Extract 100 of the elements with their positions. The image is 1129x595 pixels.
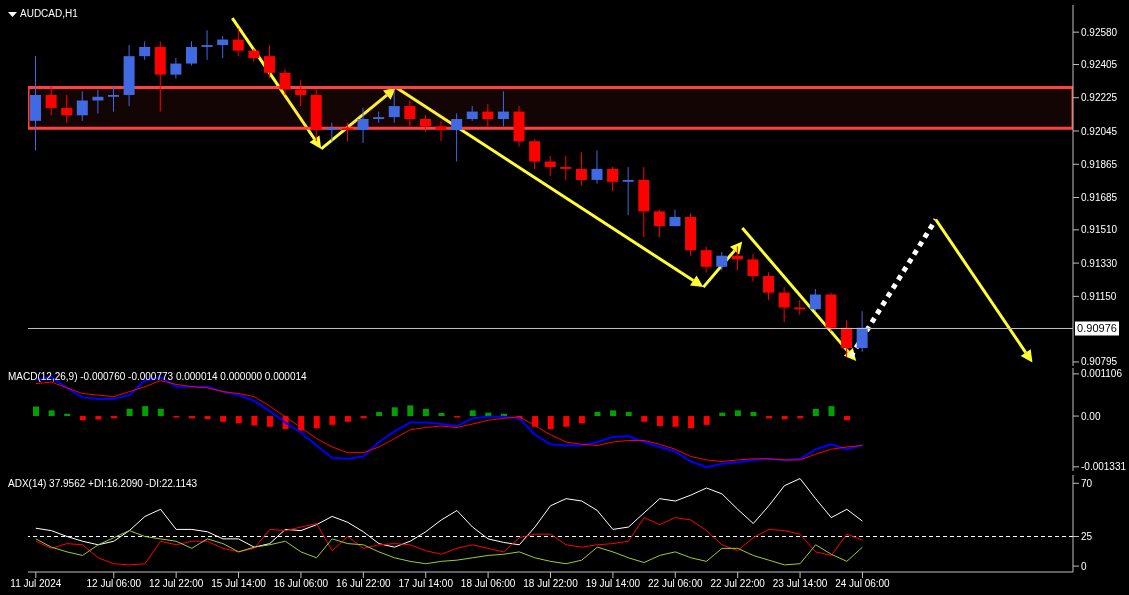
candlestick	[747, 253, 759, 283]
candlestick	[404, 100, 416, 127]
bar	[688, 416, 695, 429]
x-tick-label: 23 Jul 14:00	[772, 578, 828, 590]
chart-title: AUDCAD,H1	[20, 8, 78, 19]
bar	[469, 410, 476, 417]
candlestick	[170, 57, 182, 79]
x-tick-label: 16 Jul 06:00	[273, 578, 329, 590]
bar	[329, 416, 336, 425]
candlestick	[201, 29, 213, 61]
bar	[95, 416, 102, 420]
bar	[251, 416, 258, 426]
candlestick	[76, 90, 88, 122]
y-tick-label: 25	[1081, 531, 1093, 543]
y-tick-label: 0.91330	[1081, 257, 1118, 269]
bar	[641, 416, 648, 422]
bar	[298, 416, 305, 431]
bar	[532, 416, 539, 427]
candlestick	[544, 155, 556, 177]
candlestick	[263, 44, 275, 79]
y-tick-label: 0.92405	[1081, 59, 1118, 71]
line-series	[35, 517, 863, 566]
candlestick	[435, 120, 447, 142]
candlestick	[357, 107, 369, 144]
bar	[625, 411, 632, 417]
bar	[391, 407, 398, 417]
y-tick-label: 0.91150	[1081, 290, 1117, 302]
candlestick	[575, 151, 587, 186]
bar	[578, 416, 585, 424]
y-tick-label: 0	[1081, 560, 1087, 572]
candlestick	[185, 40, 197, 66]
candlestick	[560, 155, 572, 181]
candlestick	[809, 288, 821, 312]
candlestick	[295, 79, 307, 107]
candlestick	[482, 103, 494, 127]
x-tick-label: 19 Jul 14:00	[585, 578, 641, 590]
x-tick-label: 16 Jul 22:00	[336, 578, 392, 590]
candlestick	[607, 166, 619, 192]
candlestick	[700, 245, 712, 273]
bar	[547, 416, 554, 430]
candlestick	[92, 88, 104, 114]
bar	[235, 416, 242, 424]
x-tick-label: 22 Jul 06:00	[648, 578, 703, 590]
bar	[812, 408, 819, 417]
bar	[33, 406, 39, 417]
bar	[344, 416, 351, 422]
candlestick	[388, 88, 400, 124]
candlestick	[778, 286, 790, 323]
candlestick	[451, 112, 463, 162]
bar	[438, 413, 445, 417]
y-tick-label: 0.92225	[1081, 92, 1118, 104]
y-tick-label: 0.00	[1081, 410, 1101, 422]
candlestick	[591, 149, 603, 185]
chart-title: ADX(14) 37.9562 +DI:16.2090 -DI:22.1143	[8, 478, 198, 489]
bar	[594, 411, 601, 417]
bar	[610, 410, 617, 417]
x-tick-label: 18 Jul 06:00	[460, 578, 516, 590]
x-tick-label: 15 Jul 14:00	[211, 578, 267, 590]
bar	[828, 406, 835, 417]
bar	[204, 416, 211, 420]
candlestick	[841, 319, 853, 358]
bar	[750, 411, 757, 417]
bar	[79, 416, 86, 421]
candlestick	[45, 85, 57, 116]
y-tick-label: 0.91685	[1081, 192, 1118, 204]
candlestick	[529, 138, 541, 170]
y-tick-label: 0.92580	[1081, 26, 1118, 38]
candlestick	[107, 85, 119, 113]
candlestick	[716, 251, 728, 271]
bar	[157, 408, 164, 417]
candlestick	[232, 27, 244, 57]
bar	[734, 410, 741, 417]
bar	[781, 416, 788, 420]
x-tick-label: 17 Jul 14:00	[398, 578, 454, 590]
y-tick-label: -0.001331	[1081, 461, 1127, 473]
candlestick	[497, 90, 509, 127]
y-tick-label: 0.92045	[1081, 125, 1118, 137]
x-tick-label: 12 Jul 06:00	[86, 578, 142, 590]
candlestick	[763, 271, 775, 301]
bar	[563, 416, 570, 427]
candlestick	[653, 209, 665, 238]
ref-line-label: 0.90976	[1077, 322, 1117, 335]
candlestick	[139, 40, 151, 61]
bar	[266, 416, 273, 427]
y-tick-label: 0.90795	[1081, 356, 1118, 368]
y-tick-label: 0.91510	[1081, 224, 1118, 236]
y-tick-label: 0.001106	[1081, 368, 1123, 380]
x-tick-label: 24 Jul 06:00	[835, 578, 891, 590]
bar	[703, 416, 710, 425]
bar	[672, 416, 679, 427]
x-tick-label: 11 Jul 2024	[10, 578, 62, 590]
candlestick	[248, 48, 260, 63]
candlestick	[856, 310, 868, 353]
bar	[407, 405, 414, 417]
bar	[844, 416, 851, 421]
candlestick	[61, 94, 73, 124]
candlestick	[217, 35, 229, 59]
bar	[126, 408, 133, 417]
line-series	[35, 530, 863, 566]
chart-title: MACD(12,26,9) -0.000760 -0.000773 0.000014 0.000000 0.000014	[8, 371, 307, 382]
